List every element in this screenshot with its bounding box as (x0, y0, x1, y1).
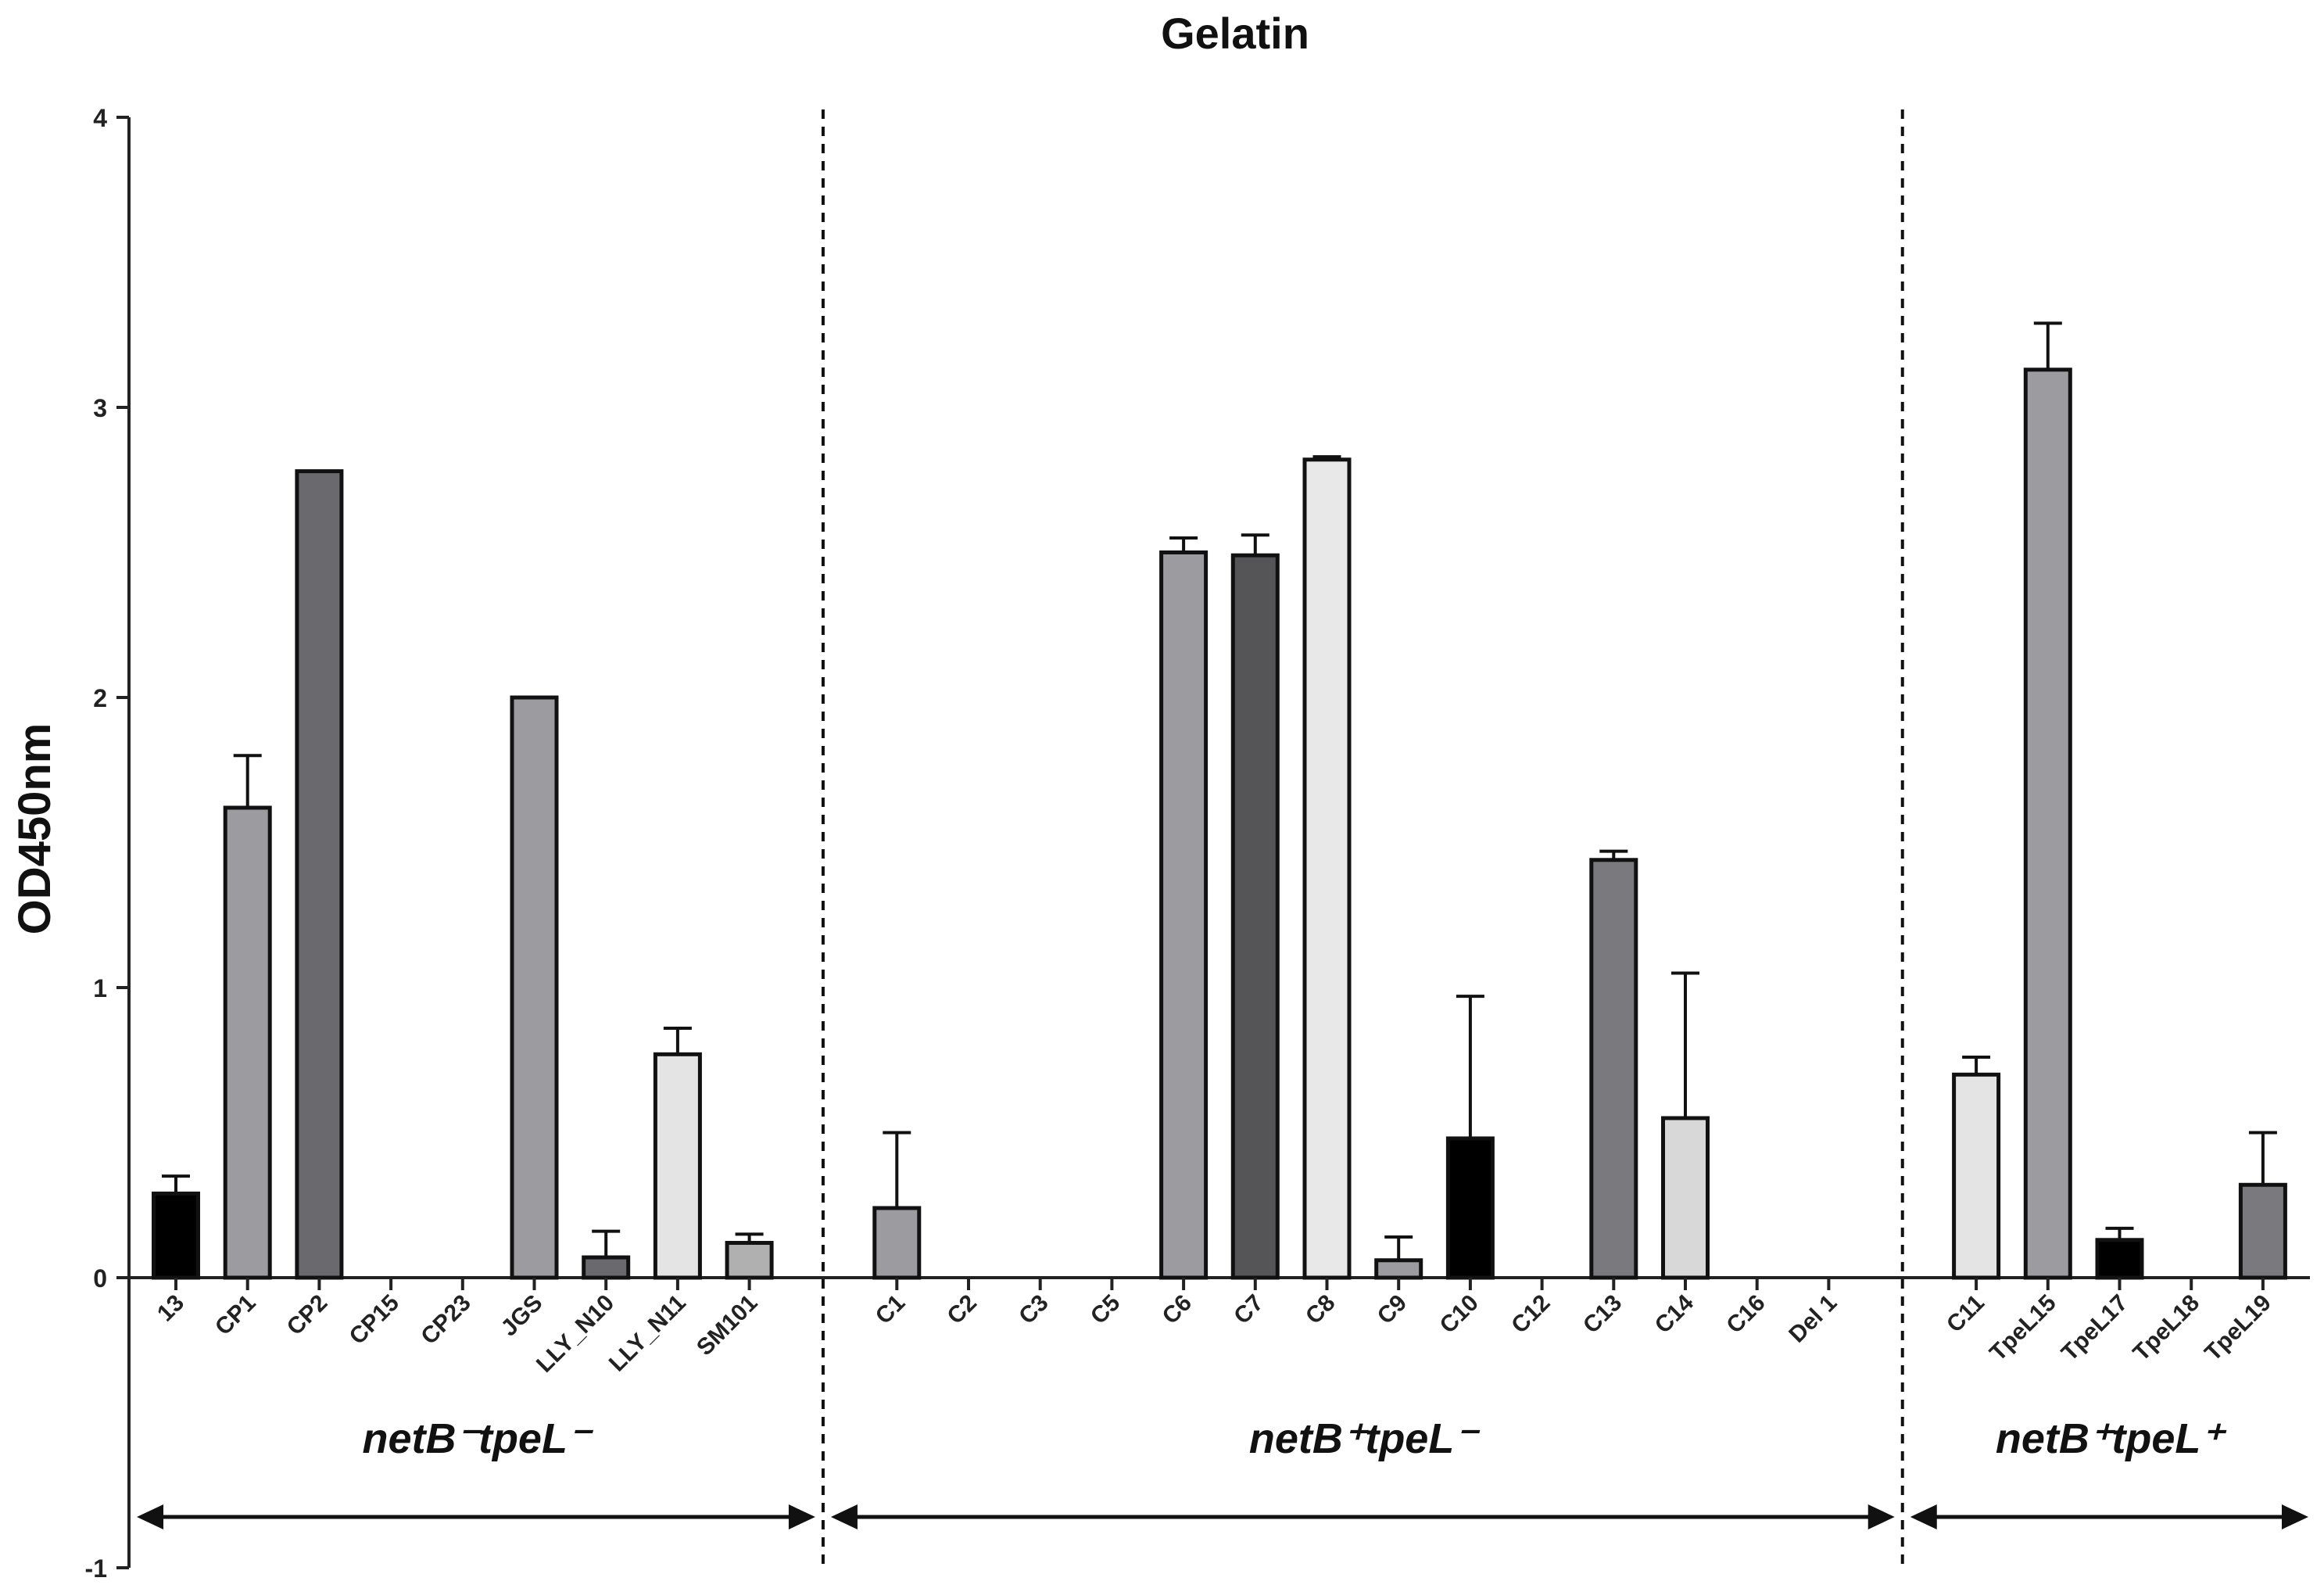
x-tick-label: C13 (1578, 1290, 1627, 1339)
x-tick-label: C1 (871, 1290, 910, 1329)
x-tick-label: C8 (1301, 1290, 1340, 1329)
error-bars (162, 321, 2277, 1260)
x-tick-label: 13 (152, 1290, 189, 1327)
bar (872, 1206, 922, 1280)
x-tick-label: C10 (1435, 1290, 1484, 1339)
y-axis: -1 0 1 2 3 4 (85, 104, 131, 1583)
bar (2095, 1238, 2144, 1280)
x-tick-label: C5 (1086, 1290, 1125, 1329)
bar (582, 1255, 631, 1280)
bar (295, 469, 344, 1280)
x-tick-label: C12 (1506, 1290, 1555, 1339)
bar (1445, 1136, 1495, 1280)
arrow-head-left (830, 1504, 858, 1529)
x-tick-label: CP23 (416, 1290, 475, 1350)
bar (152, 1191, 200, 1280)
x-tick-label: SM101 (692, 1290, 763, 1361)
arrow-head-left (137, 1504, 163, 1529)
x-tick-label: TpeL19 (2200, 1290, 2276, 1367)
x-tick-label: TpeL15 (1985, 1290, 2061, 1367)
x-tick-label: TpeL17 (2057, 1290, 2133, 1367)
arrow-head-right (1867, 1504, 1895, 1529)
bar (2023, 368, 2072, 1280)
y-tick-label: 1 (93, 974, 107, 1002)
bar (653, 1052, 702, 1280)
y-tick-label: 0 (93, 1264, 107, 1293)
x-tick-label: C16 (1721, 1290, 1770, 1339)
x-tick-label: CP1 (210, 1290, 261, 1341)
bar (1661, 1116, 1710, 1280)
bar (1159, 550, 1209, 1280)
bar (2238, 1182, 2287, 1280)
y-tick-label: 3 (93, 394, 107, 422)
bar (510, 695, 559, 1280)
x-tick-label: CP2 (282, 1290, 333, 1341)
x-tick-label: JGS (496, 1290, 548, 1342)
x-tick-label: C6 (1158, 1290, 1197, 1329)
bar (223, 805, 272, 1280)
bar (1230, 553, 1280, 1280)
y-axis-label: OD450nm (9, 723, 60, 935)
arrow-head-left (1910, 1504, 1937, 1529)
group-label: netB⁻tpeL⁻ (362, 1415, 593, 1462)
x-tick-label: C7 (1229, 1290, 1268, 1329)
group-label: netB⁺tpeL⁻ (1249, 1415, 1481, 1462)
bar (1952, 1072, 2001, 1280)
y-tick-label: 2 (93, 684, 107, 712)
bars (152, 368, 2287, 1280)
x-tick-label: CP15 (345, 1290, 404, 1350)
arrow-head-right (2282, 1504, 2308, 1529)
chart-title: Gelatin (1161, 9, 1309, 58)
x-tick-label: Del 1 (1784, 1290, 1842, 1348)
group-label: netB⁺tpeL⁺ (1996, 1415, 2227, 1462)
group-annotations: netB⁻tpeL⁻ netB⁺tpeL⁻ netB⁺tpeL⁺ (137, 109, 2308, 1568)
y-tick-label: 4 (93, 104, 107, 132)
x-tick-label: C14 (1650, 1289, 1699, 1338)
x-tick-label: LLY_N11 (604, 1290, 691, 1377)
bar (1589, 858, 1638, 1280)
x-tick-label: TpeL18 (2129, 1290, 2205, 1367)
arrow-head-right (788, 1504, 815, 1529)
bar (1302, 457, 1352, 1280)
bar (1374, 1258, 1423, 1280)
x-tick-label: LLY_N10 (532, 1290, 619, 1378)
x-tick-label: C2 (942, 1290, 981, 1329)
x-tick-label: C9 (1373, 1290, 1412, 1329)
bar (725, 1240, 774, 1280)
y-tick-label: -1 (85, 1554, 107, 1583)
x-tick-label: C11 (1942, 1290, 1989, 1338)
x-tick-label: C3 (1014, 1290, 1053, 1329)
